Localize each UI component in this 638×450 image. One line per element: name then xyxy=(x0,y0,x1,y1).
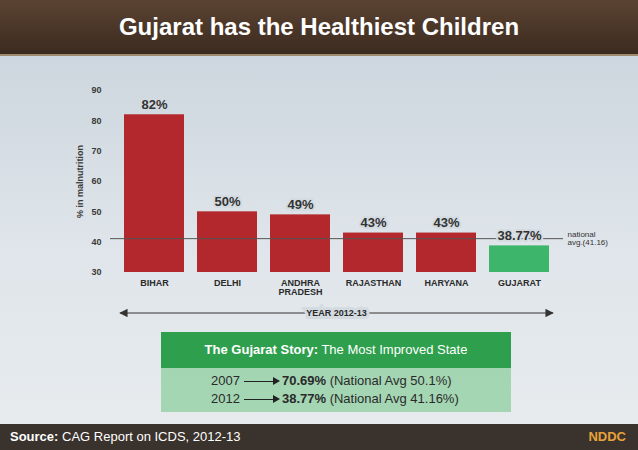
svg-text:90: 90 xyxy=(91,85,101,95)
svg-text:BIHAR: BIHAR xyxy=(140,278,169,288)
svg-text:DELHI: DELHI xyxy=(214,278,241,288)
svg-text:50: 50 xyxy=(91,207,101,217)
html-text:2007: 2007 xyxy=(211,373,240,388)
svg-text:% in malnutrition: % in malnutrition xyxy=(75,145,85,218)
svg-text:RAJASTHAN: RAJASTHAN xyxy=(346,278,402,288)
svg-text:43%: 43% xyxy=(360,215,386,230)
html-text:Source: CAG Report on ICDS, 20: Source: CAG Report on ICDS, 2012-13 xyxy=(10,429,241,444)
svg-text:49%: 49% xyxy=(287,197,313,212)
svg-text:nationalavg.(41.16): nationalavg.(41.16) xyxy=(568,230,609,247)
svg-text:HARYANA: HARYANA xyxy=(425,278,469,288)
svg-text:80: 80 xyxy=(91,116,101,126)
svg-text:40: 40 xyxy=(91,237,101,247)
html-text:70.69% (National Avg 50.1%): 70.69% (National Avg 50.1%) xyxy=(281,373,452,388)
svg-text:82%: 82% xyxy=(141,97,167,112)
svg-text:38.77%: 38.77% xyxy=(497,228,542,243)
html-text:Gujarat has the Healthiest Chi: Gujarat has the Healthiest Children xyxy=(119,13,519,40)
html-text:NDDC: NDDC xyxy=(588,429,626,444)
svg-text:50%: 50% xyxy=(214,194,240,209)
svg-text:43%: 43% xyxy=(433,215,459,230)
svg-text:ANDHRAPRADESH: ANDHRAPRADESH xyxy=(278,278,322,297)
html-text:38.77% (National Avg 41.16%): 38.77% (National Avg 41.16%) xyxy=(281,391,459,406)
svg-text:70: 70 xyxy=(91,146,101,156)
svg-text:60: 60 xyxy=(91,176,101,186)
html-text:2012: 2012 xyxy=(211,391,240,406)
svg-text:30: 30 xyxy=(91,267,101,277)
html-text:The Gujarat Story: The Most Im: The Gujarat Story: The Most Improved Sta… xyxy=(204,342,468,357)
svg-text:GUJARAT: GUJARAT xyxy=(498,278,541,288)
svg-text:YEAR 2012-13: YEAR 2012-13 xyxy=(306,308,367,318)
